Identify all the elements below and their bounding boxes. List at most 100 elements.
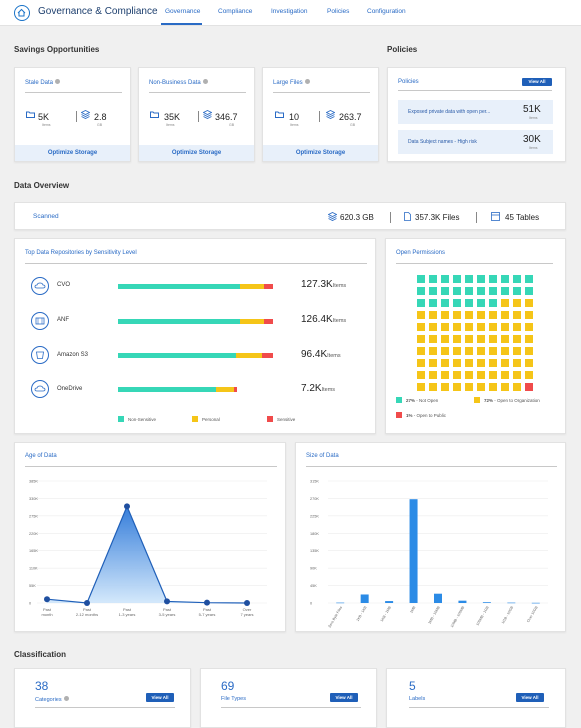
table-icon (491, 212, 500, 221)
permission-cell (525, 323, 533, 331)
permission-cell (477, 383, 485, 391)
policy-row[interactable]: Data Subject names - High risk 30K Items (398, 130, 553, 154)
card-title: Non-Business Data (149, 79, 208, 86)
policy-value: 30K (523, 134, 541, 145)
divider (149, 92, 246, 93)
view-all-button[interactable]: View All (146, 693, 174, 702)
items-label: Items (290, 123, 299, 127)
permission-cell (501, 287, 509, 295)
permission-cell (429, 287, 437, 295)
permission-cell (489, 275, 497, 283)
folder-icon (150, 111, 159, 118)
size-label: GB (350, 123, 356, 127)
permission-cell (489, 299, 497, 307)
x-tick-label: 1KB - 1MB (380, 605, 392, 623)
sensitive-segment (263, 319, 273, 324)
tab-policies[interactable]: Policies (327, 8, 350, 15)
bucket-icon (31, 346, 49, 364)
non-sensitive-segment (118, 353, 236, 358)
tab-compliance[interactable]: Compliance (218, 8, 253, 15)
size-bar (409, 499, 418, 603)
x-tick-label: 7 years (240, 612, 253, 617)
legend-not-open: 27% - Not Open (396, 397, 438, 403)
permission-cell (489, 347, 497, 355)
repo-name: ANF (57, 317, 69, 323)
size-bar (336, 602, 345, 604)
y-tick-label: 90K (310, 567, 317, 571)
non-sensitive-segment (118, 319, 241, 324)
permission-cell (465, 371, 473, 379)
data-overview-heading: Data Overview (14, 181, 70, 190)
permission-cell (465, 383, 473, 391)
permission-cell (429, 359, 437, 367)
x-tick-label: 5-7 years (199, 612, 216, 617)
permission-cell (465, 335, 473, 343)
size-bar (458, 600, 467, 603)
anf-icon (31, 312, 49, 330)
scanned-tables: 45 Tables (505, 213, 540, 222)
age-line (46, 504, 248, 604)
permission-cell (417, 335, 425, 343)
permission-cell (525, 335, 533, 343)
age-point (204, 599, 210, 606)
categories-card: 38 Categories View All (14, 668, 191, 728)
y-tick-label: 385K (29, 480, 38, 484)
optimize-storage-button[interactable]: Optimize Storage (15, 145, 130, 161)
permission-cell (525, 383, 533, 391)
permission-cell (453, 287, 461, 295)
permission-cell (477, 275, 485, 283)
view-all-button[interactable]: View All (522, 78, 552, 86)
legend-open-to-public: 1% - Open to Public (396, 412, 446, 418)
permission-cell (489, 323, 497, 331)
permission-cell (489, 371, 497, 379)
y-tick-label: 225K (310, 514, 319, 518)
tab-investigation[interactable]: Investigation (271, 8, 308, 15)
permission-cell (453, 275, 461, 283)
folder-icon (26, 111, 35, 118)
permission-cell (513, 359, 521, 367)
permission-cell (429, 275, 437, 283)
open-permissions-card: Open Permissions 27% - Not Open 72% - Op… (385, 238, 566, 434)
tab-governance[interactable]: Governance (165, 8, 201, 15)
size-bar (385, 601, 394, 603)
scanned-files: 357.3K Files (415, 213, 460, 222)
age-of-data-chart: 385K330K275K220K165K110K55K0PastmonthPas… (29, 480, 267, 617)
x-tick-label: 1KB - 1KB (356, 605, 368, 622)
card-title: Policies (398, 79, 419, 85)
policy-value: 51K (523, 104, 541, 115)
permission-cell (465, 275, 473, 283)
age-of-data-card: Age of Data 385K 330K 275K 220K 165K 110K 55K 0… (14, 442, 286, 632)
y-tick-label: 0 (310, 602, 312, 606)
view-all-button[interactable]: View All (516, 693, 544, 702)
info-icon[interactable] (55, 79, 61, 84)
info-icon[interactable] (63, 696, 69, 701)
permissions-waffle-grid (417, 275, 537, 395)
permission-cell (513, 323, 521, 331)
info-icon[interactable] (304, 79, 310, 84)
size-bar (360, 594, 369, 603)
permission-cell (453, 299, 461, 307)
optimize-storage-button[interactable]: Optimize Storage (263, 145, 378, 161)
permission-cell (501, 383, 509, 391)
view-all-button[interactable]: View All (330, 693, 358, 702)
permission-cell (441, 371, 449, 379)
permission-cell (417, 275, 425, 283)
x-tick-label: 1-3 years (119, 612, 136, 617)
tab-configuration[interactable]: Configuration (367, 8, 406, 15)
personal-segment (235, 353, 263, 358)
repo-value: 126.4KItems (301, 314, 347, 325)
info-icon[interactable] (202, 79, 208, 84)
optimize-storage-button[interactable]: Optimize Storage (139, 145, 254, 161)
cloud-icon (31, 277, 49, 295)
legend-swatch (118, 416, 124, 422)
policy-row[interactable]: Exposed private data with open per... 51… (398, 100, 553, 124)
legend-sensitive: Sensitive (267, 416, 295, 422)
permission-cell (465, 323, 473, 331)
x-tick-label: Past (43, 607, 52, 612)
permission-cell (417, 383, 425, 391)
divider (76, 111, 77, 122)
x-tick-label: Past (123, 607, 132, 612)
file-icon (404, 212, 411, 221)
permission-cell (477, 347, 485, 355)
legend-swatch (192, 416, 198, 422)
